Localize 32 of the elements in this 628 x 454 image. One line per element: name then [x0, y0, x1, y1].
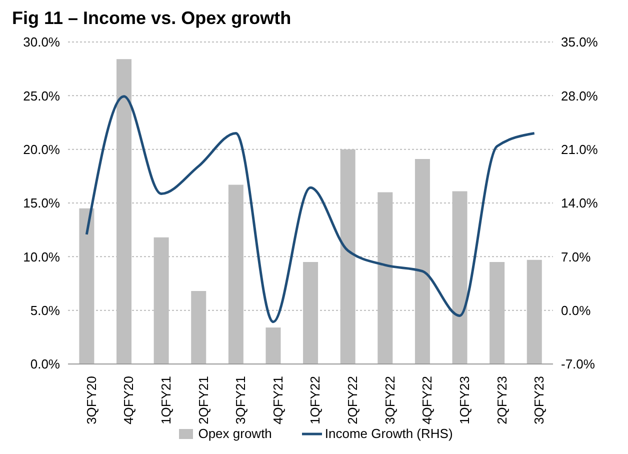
- y-tick-label: 0.0%: [30, 356, 60, 372]
- x-tick-label: 2QFY21: [196, 376, 211, 424]
- legend-label: Income Growth (RHS): [324, 426, 453, 441]
- x-tick-label: 3QFY21: [233, 376, 248, 424]
- y2-tick-label: 28.0%: [561, 88, 598, 104]
- x-tick-label: 1QFY21: [158, 376, 174, 424]
- y2-tick-label: 35.0%: [561, 34, 598, 50]
- x-tick-label: 3QFY20: [84, 376, 99, 424]
- line-series: [85, 95, 536, 324]
- x-tick-label: 3QFY23: [532, 376, 547, 424]
- y-tick-label: 15.0%: [23, 196, 60, 211]
- x-tick-label: 4QFY22: [420, 376, 435, 424]
- y2-tick-label: 0.0%: [561, 302, 592, 318]
- x-tick-label: 3QFY22: [382, 376, 398, 424]
- y-tick-label: 10.0%: [23, 249, 60, 264]
- y-tick-label: 5.0%: [30, 302, 60, 318]
- x-tick-label: 2QFY22: [345, 376, 360, 424]
- chart-title: Fig 11 – Income vs. Opex growth: [12, 8, 292, 30]
- x-tick-label: 1QFY22: [308, 376, 323, 424]
- x-tick-label: 1QFY23: [456, 376, 472, 424]
- y2-tick-label: -7.0%: [561, 356, 596, 372]
- bar: [266, 328, 281, 364]
- y-tick-label: 25.0%: [23, 88, 60, 104]
- y-tick-label: 30.0%: [23, 34, 60, 50]
- legend-label: Opex growth: [197, 426, 272, 441]
- y2-tick-label: 14.0%: [561, 196, 598, 211]
- y-tick-label: 20.0%: [23, 142, 60, 157]
- x-tick-label: 4QFY21: [270, 376, 286, 424]
- y2-tick-label: 21.0%: [561, 142, 598, 157]
- y2-tick-label: 7.0%: [561, 249, 592, 264]
- x-tick-label: 2QFY23: [494, 376, 510, 424]
- x-tick-label: 4QFY20: [121, 376, 136, 424]
